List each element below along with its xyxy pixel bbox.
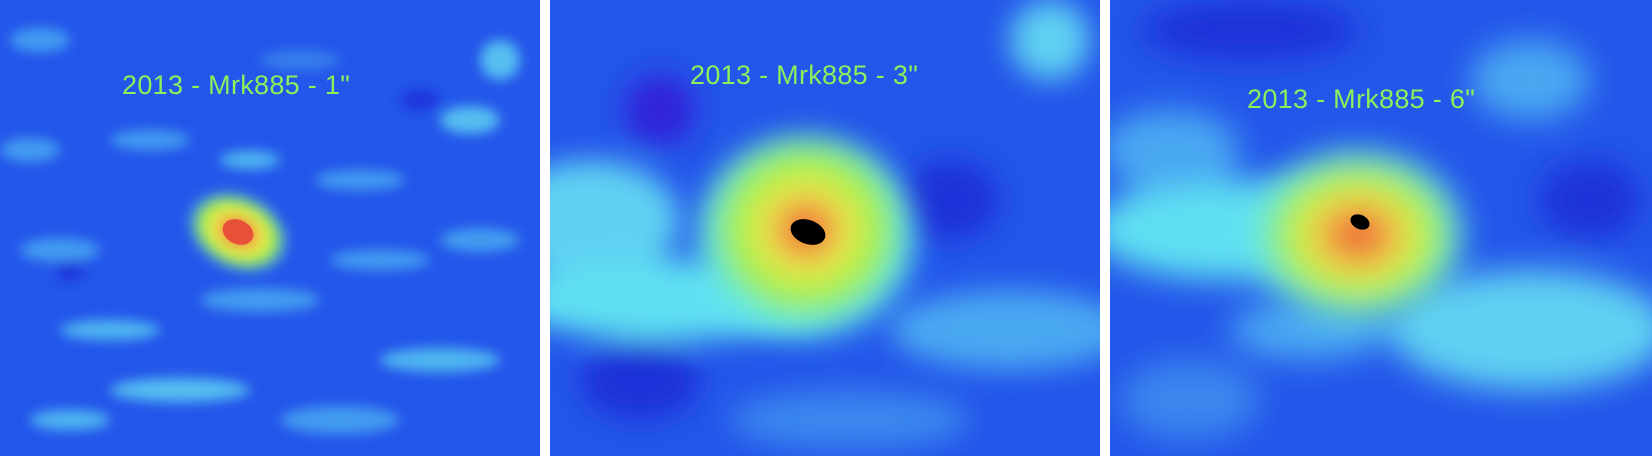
heatmap-panel-6arcsec: 2013 - Mrk885 - 6" <box>1110 0 1652 456</box>
intensity-map <box>0 0 540 456</box>
panel-label: 2013 - Mrk885 - 1" <box>122 70 351 100</box>
intensity-map <box>1110 0 1652 456</box>
heatmap-panel-3arcsec: 2013 - Mrk885 - 3" <box>550 0 1100 456</box>
intensity-map <box>550 0 1100 456</box>
panel-label: 2013 - Mrk885 - 6" <box>1247 84 1476 114</box>
panel-label: 2013 - Mrk885 - 3" <box>690 60 919 90</box>
heatmap-panel-1arcsec: 2013 - Mrk885 - 1" <box>0 0 540 456</box>
